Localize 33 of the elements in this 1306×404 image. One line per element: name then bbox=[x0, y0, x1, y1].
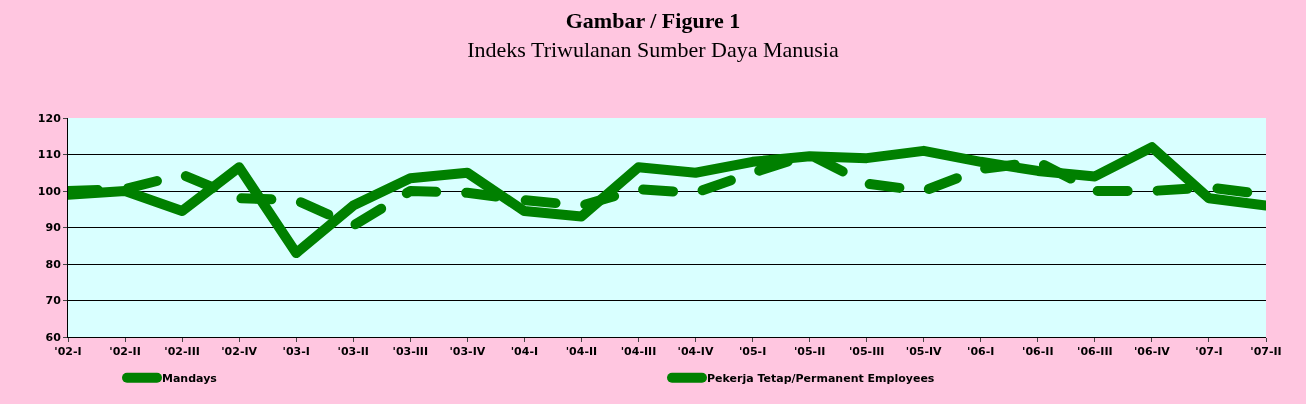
x-tick-label: '06-II bbox=[1022, 345, 1054, 359]
legend-label: Mandays bbox=[162, 372, 218, 386]
x-tick-label: '04-IV bbox=[677, 345, 714, 359]
legend-label: Pekerja Tetap/Permanent Employees bbox=[707, 372, 935, 386]
x-tick-label: '05-II bbox=[793, 345, 826, 359]
x-tick-label: '02-IV bbox=[221, 345, 258, 359]
x-tick-label: '03-I bbox=[282, 345, 310, 359]
x-tick-label: '02-II bbox=[109, 345, 141, 359]
y-tick-label: 60 bbox=[45, 330, 62, 344]
y-tick-label: 100 bbox=[37, 184, 62, 198]
x-tick-label: '02-III bbox=[164, 345, 200, 359]
y-tick-label: 110 bbox=[37, 148, 62, 162]
chart-title: Gambar / Figure 1 bbox=[565, 8, 741, 34]
y-tick-label: 120 bbox=[37, 111, 62, 125]
x-tick-label: '05-III bbox=[848, 345, 885, 359]
x-tick-label: '03-II bbox=[337, 345, 369, 359]
y-tick-label: 70 bbox=[45, 294, 62, 308]
x-tick-label: '06-IV bbox=[1133, 345, 1171, 359]
y-tick-label: 80 bbox=[45, 257, 62, 271]
x-tick-label: '03-III bbox=[392, 345, 429, 359]
x-tick-label: '04-III bbox=[620, 345, 657, 359]
y-tick-label: 90 bbox=[45, 221, 62, 235]
x-tick-label: '07-II bbox=[1250, 345, 1282, 359]
x-tick-label: '04-II bbox=[565, 345, 598, 359]
chart-subtitle: Indeks Triwulanan Sumber Daya Manusia bbox=[467, 36, 839, 62]
x-tick-label: '02-I bbox=[54, 345, 82, 359]
x-tick-label: '05-I bbox=[738, 345, 767, 359]
x-tick-label: '03-IV bbox=[449, 345, 486, 359]
x-tick-label: '05-IV bbox=[905, 345, 943, 359]
x-tick-label: '06-I bbox=[967, 345, 995, 359]
x-tick-label: '07-I bbox=[1195, 345, 1223, 359]
x-tick-label: '04-I bbox=[510, 345, 539, 359]
x-tick-label: '06-III bbox=[1077, 345, 1113, 359]
